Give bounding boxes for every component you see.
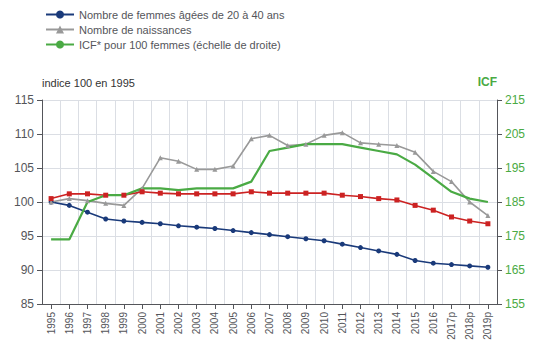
svg-text:2017p: 2017p — [446, 312, 457, 340]
svg-text:1995: 1995 — [46, 312, 57, 335]
svg-text:2003: 2003 — [191, 312, 202, 335]
svg-text:2001: 2001 — [155, 312, 166, 335]
svg-text:2002: 2002 — [173, 312, 184, 335]
svg-text:2010: 2010 — [319, 312, 330, 335]
svg-text:Nombre de naissances: Nombre de naissances — [79, 24, 192, 36]
svg-text:1999: 1999 — [118, 312, 129, 335]
svg-text:105: 105 — [14, 161, 34, 175]
svg-text:1997: 1997 — [82, 312, 93, 335]
svg-text:155: 155 — [505, 297, 525, 311]
svg-text:2018p: 2018p — [464, 312, 475, 340]
svg-text:90: 90 — [21, 263, 35, 277]
svg-text:indice 100 en 1995: indice 100 en 1995 — [42, 77, 135, 89]
svg-text:175: 175 — [505, 229, 525, 243]
svg-text:2011: 2011 — [337, 312, 348, 334]
svg-text:115: 115 — [15, 93, 34, 107]
svg-text:2007: 2007 — [264, 312, 275, 335]
svg-text:2008: 2008 — [282, 312, 293, 335]
svg-text:205: 205 — [505, 127, 525, 141]
svg-text:2019p: 2019p — [482, 312, 493, 340]
svg-text:2004: 2004 — [209, 312, 220, 335]
svg-text:165: 165 — [505, 263, 525, 277]
svg-text:2015: 2015 — [410, 312, 421, 335]
svg-text:2009: 2009 — [300, 312, 311, 335]
svg-text:2013: 2013 — [373, 312, 384, 335]
svg-text:95: 95 — [21, 229, 35, 243]
svg-text:110: 110 — [15, 127, 34, 141]
svg-text:185: 185 — [505, 195, 525, 209]
svg-text:85: 85 — [21, 297, 35, 311]
svg-text:2006: 2006 — [246, 312, 257, 335]
svg-text:215: 215 — [505, 93, 525, 107]
svg-text:1996: 1996 — [64, 312, 75, 335]
svg-text:195: 195 — [505, 161, 525, 175]
svg-text:1998: 1998 — [100, 312, 111, 335]
svg-text:Nombre de femmes âgées de 20 à: Nombre de femmes âgées de 20 à 40 ans — [79, 9, 285, 21]
svg-text:2012: 2012 — [355, 312, 366, 335]
svg-text:2014: 2014 — [391, 312, 402, 335]
svg-text:ICF: ICF — [478, 75, 497, 89]
svg-text:2016: 2016 — [428, 312, 439, 335]
svg-text:2000: 2000 — [137, 312, 148, 335]
svg-text:2005: 2005 — [228, 312, 239, 335]
svg-text:100: 100 — [14, 195, 34, 209]
svg-text:ICF* pour 100 femmes (échelle: ICF* pour 100 femmes (échelle de droite) — [79, 39, 281, 51]
